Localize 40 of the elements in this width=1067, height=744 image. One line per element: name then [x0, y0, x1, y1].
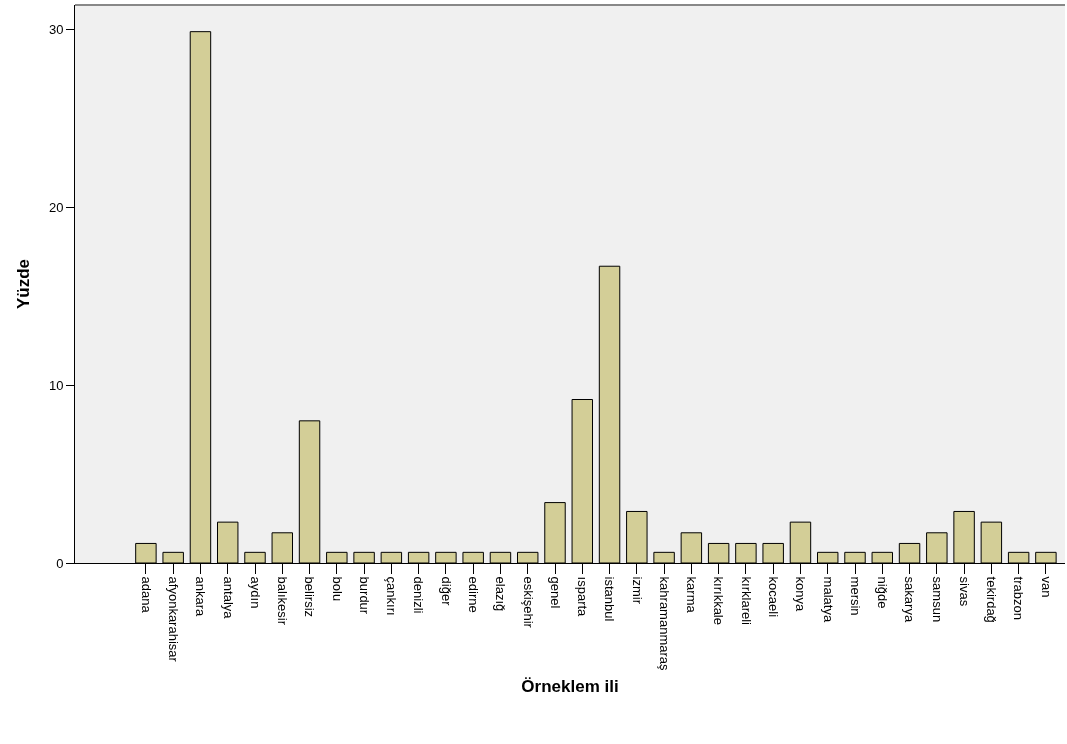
x-tick-label: diğer [438, 576, 454, 607]
x-tick-label: karma [684, 576, 700, 614]
x-tick-label: kocaeli [765, 576, 781, 618]
x-tick-label: çankırı [384, 576, 400, 616]
x-tick-label: sakarya [902, 576, 918, 623]
x-tick-label: sivas [956, 576, 972, 607]
x-tick-label: burdur [356, 576, 372, 615]
x-tick-label: tekirdağ [984, 576, 1000, 623]
y-axis-title: Yüzde [14, 258, 34, 310]
x-tick-label: kırklareli [738, 576, 754, 626]
x-tick-label: niğde [875, 576, 891, 609]
x-tick-label: kahramanmaraş [656, 576, 672, 672]
x-tick-label: denizli [411, 576, 427, 614]
x-axis-title: Örneklem ili [521, 677, 619, 697]
x-tick-label: afyonkarahisar [165, 576, 181, 663]
x-tick-label: trabzon [1011, 576, 1027, 620]
x-tick-label: eskişehir [520, 576, 536, 629]
x-tick-label: balıkesir [275, 576, 291, 626]
x-tick-label: mersin [847, 576, 863, 616]
x-tick-label: istanbul [602, 576, 618, 622]
x-tick-label: malatya [820, 576, 836, 623]
x-tick-label: adana [138, 576, 154, 614]
x-tick-label: antalya [220, 576, 236, 620]
x-tick-label: bolu [329, 576, 345, 602]
x-tick-label: ısparta [575, 576, 591, 618]
y-tick-label: 10 [48, 377, 64, 393]
y-tick-label: 30 [48, 22, 64, 38]
x-tick-label: izmir [629, 576, 645, 605]
x-tick-label: genel [547, 576, 563, 609]
x-tick-label: kırıkkale [711, 576, 727, 626]
x-tick-label: ankara [193, 576, 209, 618]
x-tick-label: konya [793, 576, 809, 613]
y-tick-label: 0 [56, 555, 64, 571]
x-tick-label: samsun [929, 576, 945, 623]
x-tick-label: aydın [247, 576, 263, 609]
x-tick-label: belirsiz [302, 576, 318, 618]
x-tick-label: edirne [465, 576, 481, 613]
x-tick-label: elazığ [493, 576, 509, 612]
y-tick-label: 20 [48, 200, 64, 216]
x-tick-label: van [1038, 576, 1054, 598]
